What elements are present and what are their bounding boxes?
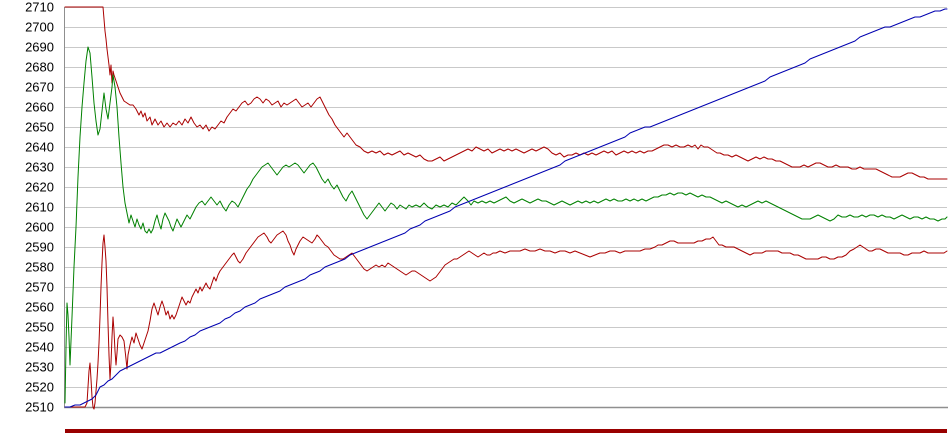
y-axis-tick-label: 2520 (25, 380, 54, 395)
y-axis-tick-label: 2530 (25, 360, 54, 375)
y-axis-tick-label: 2670 (25, 80, 54, 95)
series-upper-band (64, 6, 948, 180)
session-bar (65, 429, 947, 433)
y-axis-tick-label: 2560 (25, 300, 54, 315)
y-axis-tick-label: 2600 (25, 220, 54, 235)
y-axis-tick-label: 2580 (25, 260, 54, 275)
y-axis-tick-label: 2540 (25, 340, 54, 355)
y-axis-tick-label: 2630 (25, 160, 54, 175)
y-axis-tick-label: 2570 (25, 280, 54, 295)
y-axis-tick-label: 2690 (25, 40, 54, 55)
y-axis-tick-label: 2660 (25, 100, 54, 115)
y-axis-tick-label: 2650 (25, 120, 54, 135)
series-middle-line (64, 46, 948, 404)
series-cumulative-average (64, 8, 948, 408)
y-axis-tick-label: 2710 (25, 0, 54, 15)
y-axis-tick-label: 2700 (25, 20, 54, 35)
y-axis-tick-label: 2680 (25, 60, 54, 75)
y-axis-tick-label: 2620 (25, 180, 54, 195)
series-lower-band (64, 230, 948, 410)
y-axis-tick-label: 2510 (25, 400, 54, 415)
y-axis-tick-label: 2610 (25, 200, 54, 215)
y-axis-tick-label: 2640 (25, 140, 54, 155)
y-axis-tick-label: 2590 (25, 240, 54, 255)
y-axis-tick-label: 2550 (25, 320, 54, 335)
